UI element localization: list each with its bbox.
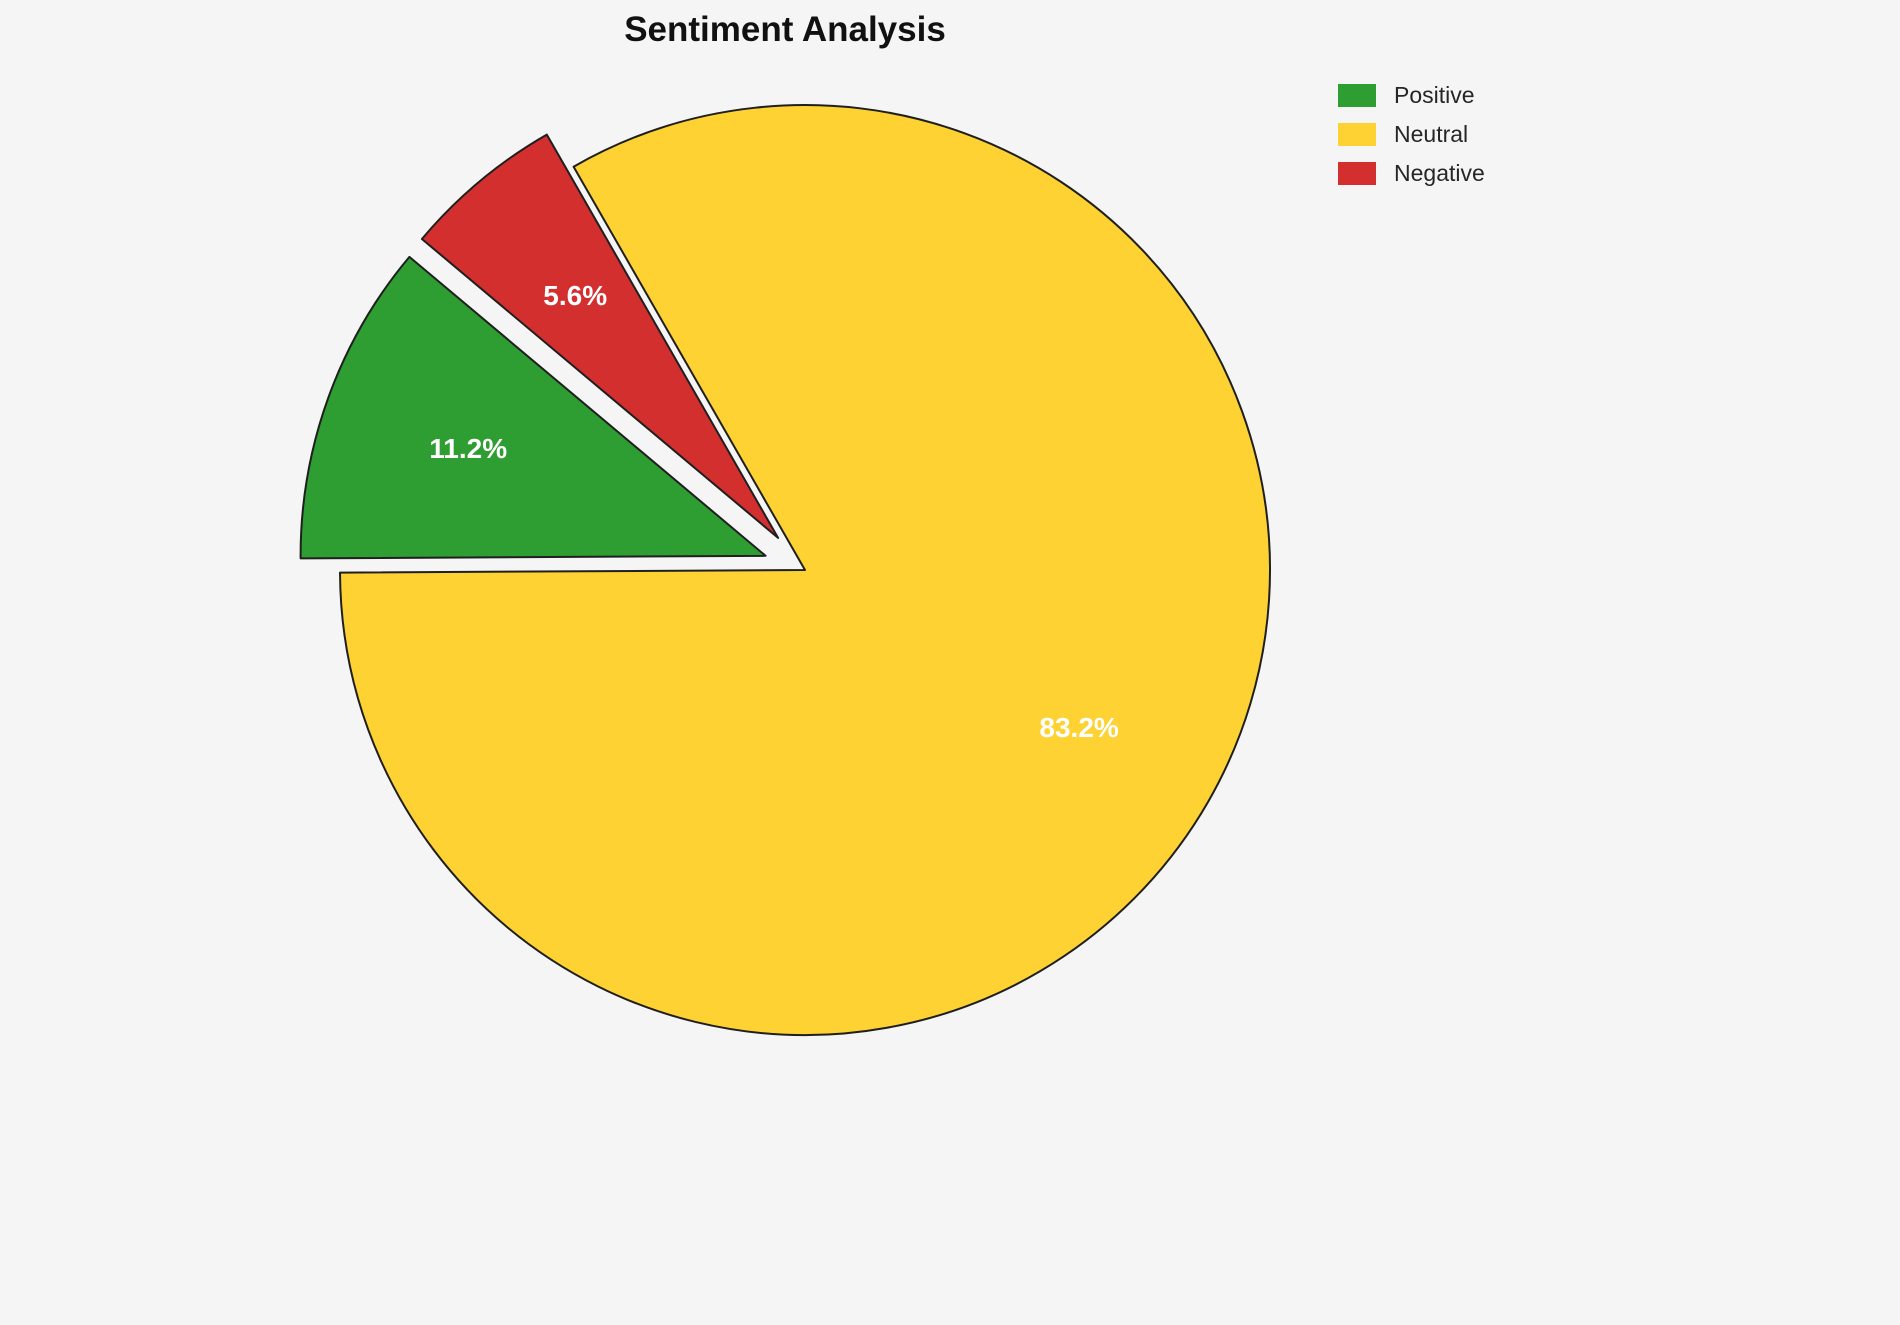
pie-slice-positive [299, 255, 767, 560]
legend-item-neutral: Neutral [1338, 123, 1485, 146]
slice-percent-label-negative: 5.6% [543, 280, 607, 311]
pie-slice-negative [420, 133, 780, 539]
legend-swatch [1338, 123, 1376, 146]
legend: Positive Neutral Negative [1338, 84, 1485, 185]
slice-percent-label-neutral: 83.2% [1039, 712, 1118, 743]
legend-label: Neutral [1394, 121, 1469, 147]
legend-label: Positive [1394, 82, 1475, 108]
chart-title: Sentiment Analysis [624, 10, 946, 49]
legend-item-negative: Negative [1338, 162, 1485, 185]
legend-swatch [1338, 162, 1376, 185]
legend-item-positive: Positive [1338, 84, 1485, 107]
slice-percent-label-positive: 11.2% [429, 433, 507, 464]
legend-label: Negative [1394, 160, 1485, 186]
pie-slice-neutral [339, 104, 1271, 1037]
legend-swatch [1338, 84, 1376, 107]
